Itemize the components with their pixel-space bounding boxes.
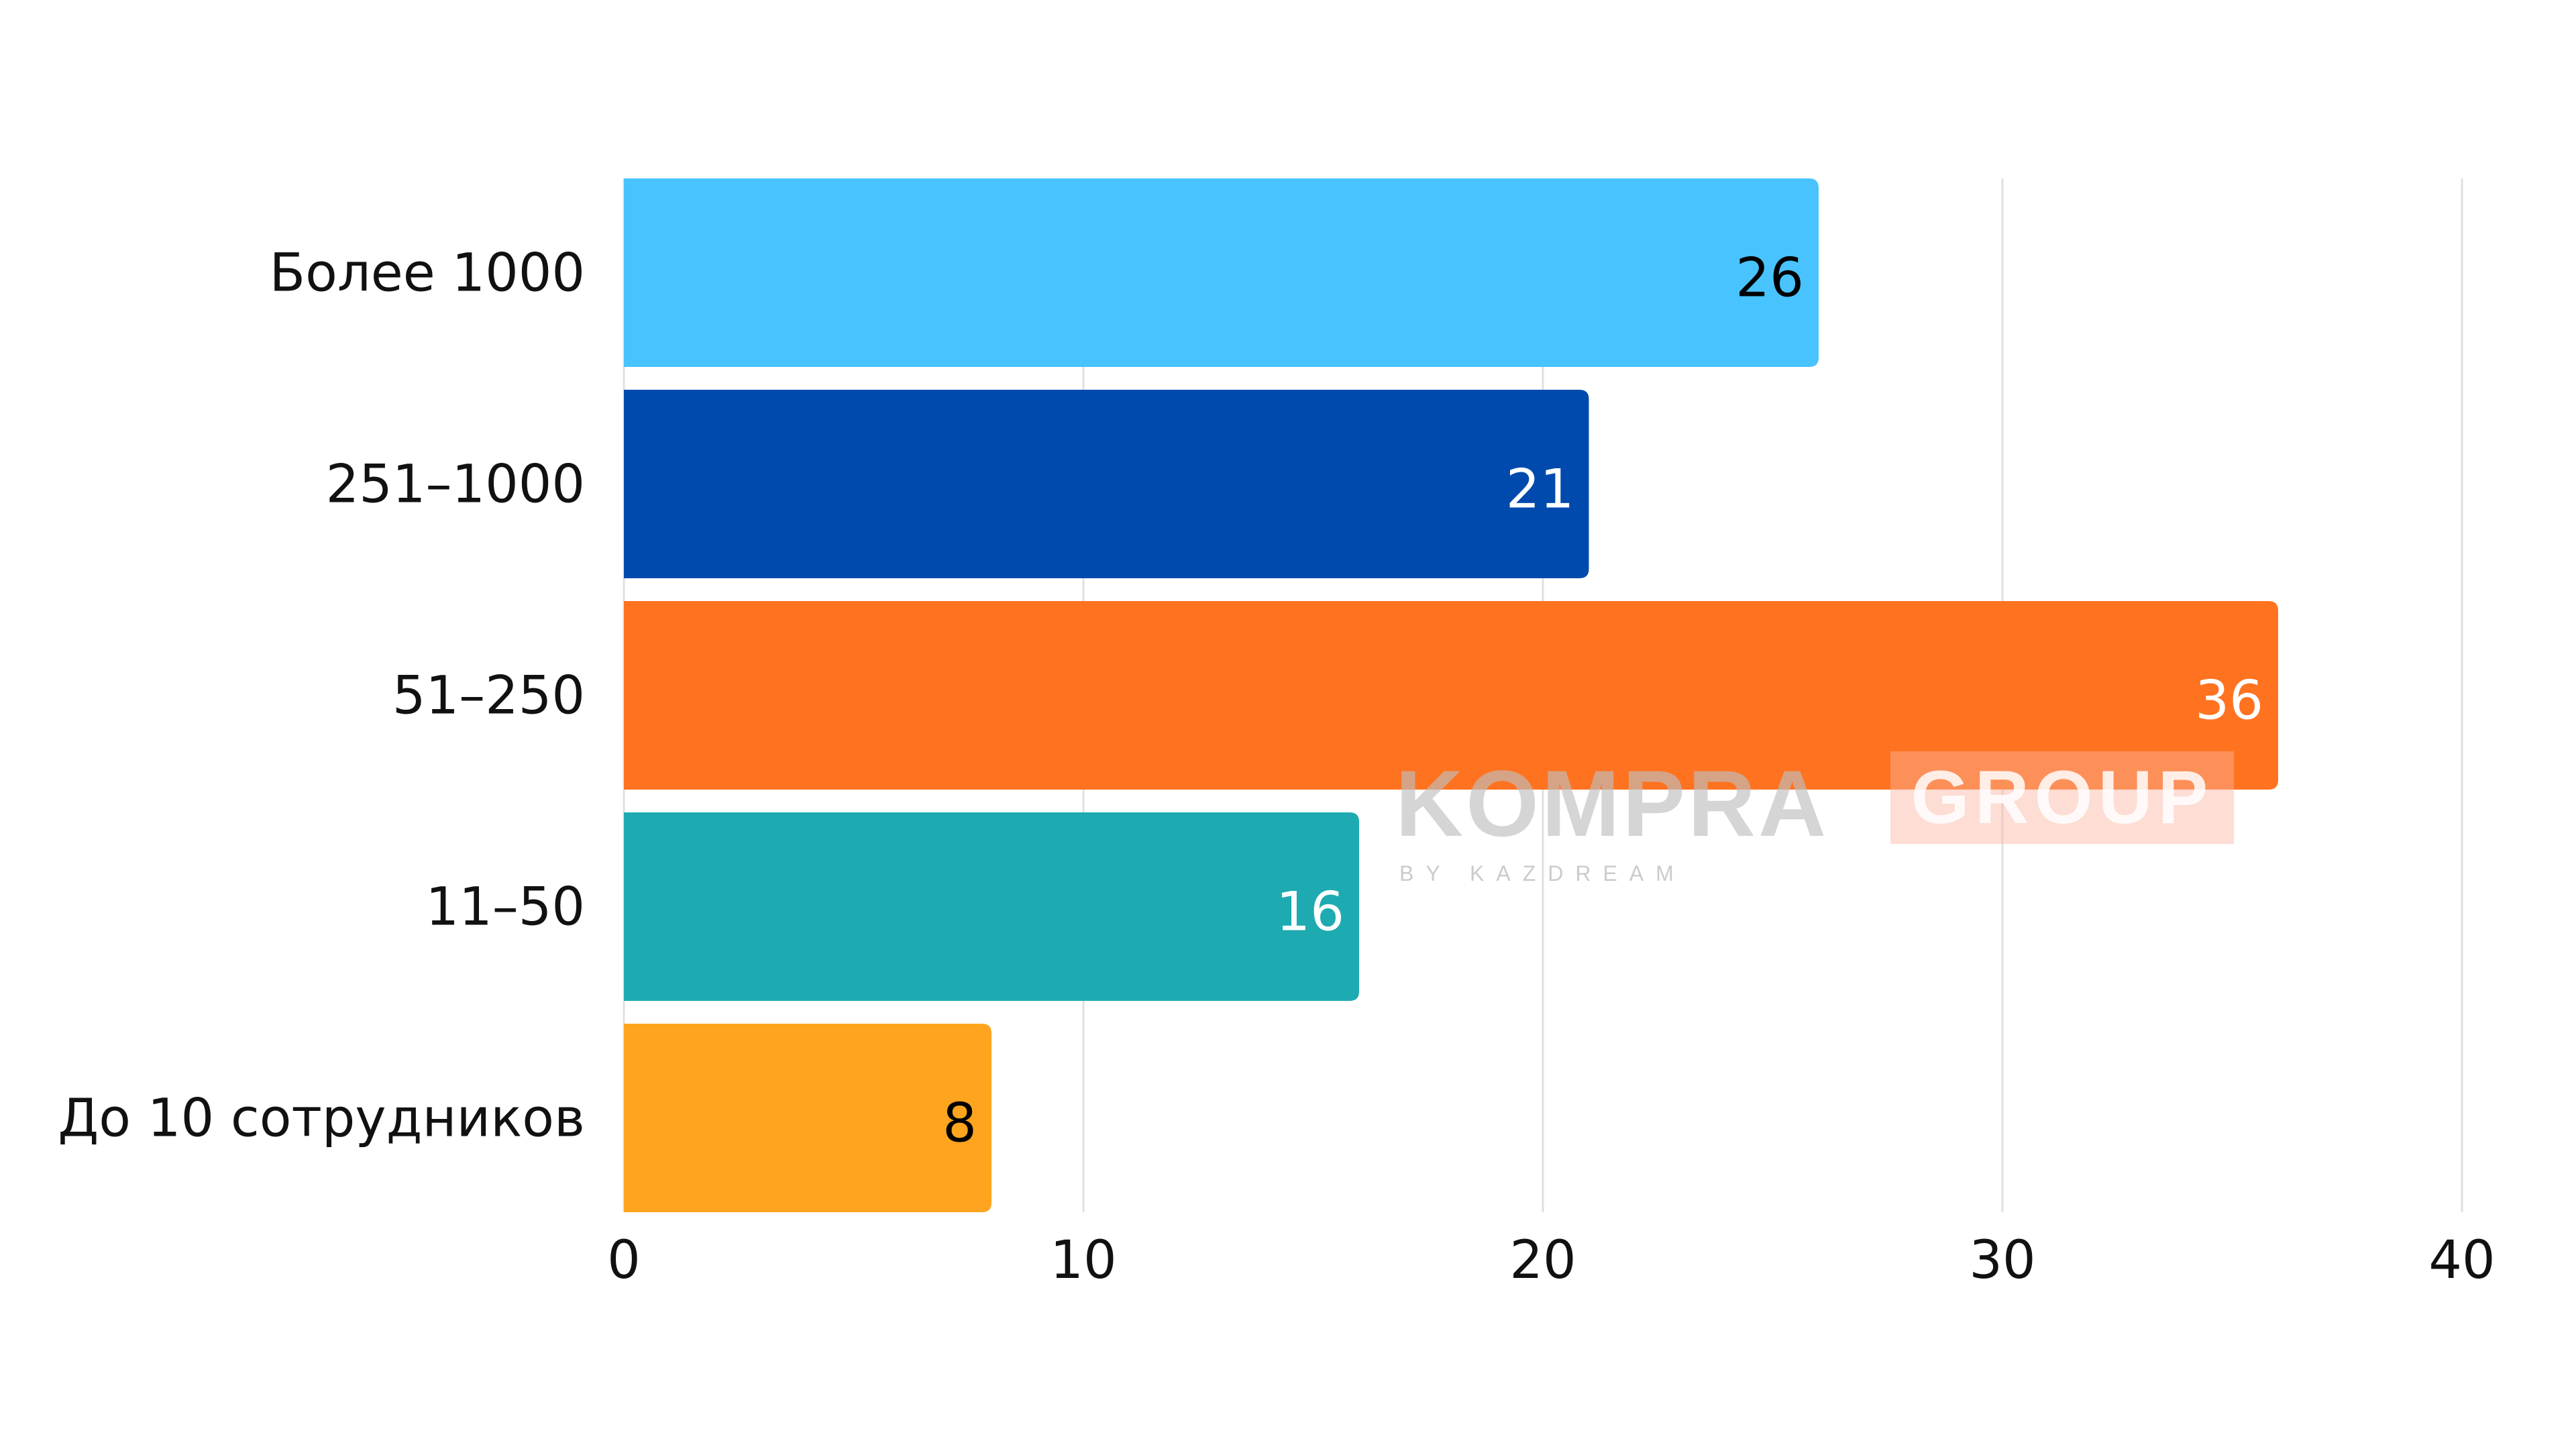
bar [624, 390, 1589, 578]
data-label: 21 [1506, 458, 1574, 521]
data-label: 8 [943, 1092, 977, 1155]
data-label: 36 [2195, 669, 2263, 732]
bar [624, 601, 2278, 790]
bar [624, 1024, 991, 1212]
x-tick-label: 40 [2428, 1230, 2495, 1291]
x-tick-label: 0 [607, 1230, 641, 1291]
category-label: Более 1000 [270, 244, 585, 304]
data-label: 26 [1735, 247, 1804, 309]
x-tick-label: 20 [1509, 1230, 1576, 1291]
data-label: 16 [1276, 881, 1344, 943]
bar [624, 812, 1359, 1001]
x-tick-label: 30 [1969, 1230, 2035, 1291]
x-tick-label: 10 [1050, 1230, 1116, 1291]
bar [624, 178, 1819, 367]
category-label: 11–50 [425, 877, 585, 938]
category-label: До 10 сотрудников [58, 1089, 585, 1149]
category-label: 51–250 [392, 666, 585, 727]
category-label: 251–1000 [326, 455, 585, 515]
